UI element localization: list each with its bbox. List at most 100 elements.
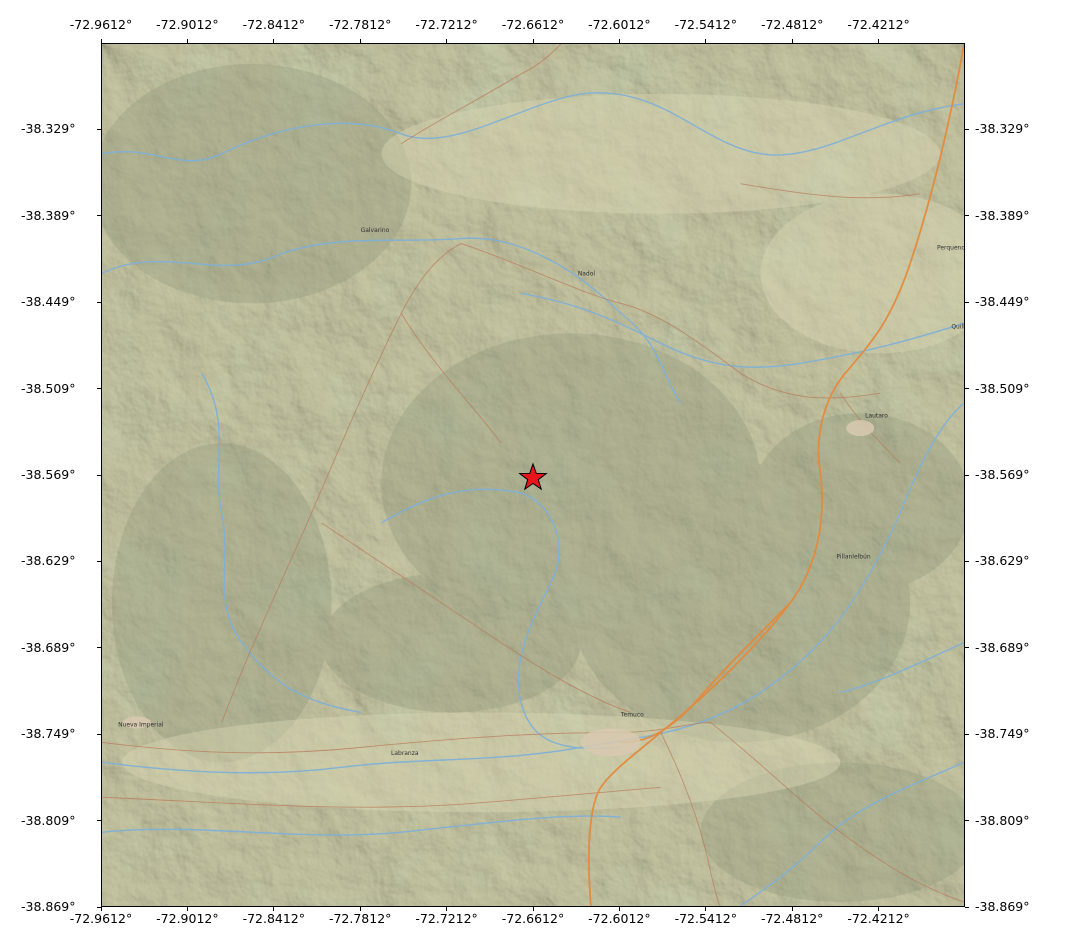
lon-tick-mark (186, 39, 188, 43)
lat-tick-label-left: -38.869° (21, 899, 76, 914)
lon-tick-mark (100, 907, 102, 911)
lat-tick-mark (97, 128, 101, 130)
lat-tick-label-right: -38.869° (975, 899, 1030, 914)
lon-tick-mark (878, 39, 880, 43)
lon-tick-mark (273, 907, 275, 911)
lon-tick-label-top: -72.9012° (156, 17, 219, 32)
lon-tick-mark (878, 907, 880, 911)
lon-tick-label-bottom: -72.5412° (674, 911, 738, 926)
town-areas (122, 420, 875, 757)
highway (588, 44, 964, 906)
lon-tick-label-top: -72.7812° (328, 17, 392, 32)
lat-tick-mark (965, 906, 969, 908)
lat-tick-label-left: -38.329° (21, 121, 76, 137)
lon-tick-label-bottom: -72.9012° (156, 911, 219, 926)
lat-tick-label-right: -38.329° (975, 121, 1030, 137)
map-area[interactable]: Galvarino Nadol Perquenco Quillén Lautaro Pil… (101, 43, 965, 907)
lon-tick-mark (359, 907, 361, 911)
lat-tick-mark (97, 388, 101, 390)
lat-tick-label-right: -38.689° (975, 639, 1030, 655)
lat-tick-label-right: -38.809° (975, 812, 1030, 828)
lat-tick-label-left: -38.509° (21, 380, 76, 396)
lat-tick-mark (97, 733, 101, 735)
lat-tick-label-left: -38.449° (21, 294, 76, 310)
lon-tick-mark (618, 907, 620, 911)
lon-tick-mark (100, 39, 102, 43)
lon-tick-label-top: -72.4812° (760, 17, 824, 32)
lat-tick-mark (965, 301, 969, 303)
lon-tick-mark (791, 907, 793, 911)
lon-tick-label-top: -72.7212° (415, 17, 478, 32)
lat-tick-mark (965, 388, 969, 390)
lon-tick-mark (359, 39, 361, 43)
lon-tick-label-bottom: -72.7212° (415, 911, 478, 926)
lon-tick-mark (705, 907, 707, 911)
lon-tick-label-top: -72.4212° (847, 17, 910, 32)
lon-tick-label-top: -72.6612° (501, 17, 565, 32)
lat-tick-label-right: -38.509° (975, 380, 1030, 396)
lon-tick-mark (446, 39, 448, 43)
lat-tick-mark (97, 301, 101, 303)
lat-tick-label-right: -38.749° (975, 726, 1030, 742)
lon-tick-mark (705, 39, 707, 43)
lat-tick-label-right: -38.449° (975, 294, 1030, 310)
lon-tick-mark (186, 907, 188, 911)
lat-tick-mark (97, 647, 101, 649)
lon-tick-label-bottom: -72.7812° (328, 911, 392, 926)
relief-dark-areas (102, 63, 964, 902)
star-icon[interactable] (518, 462, 548, 491)
place-label: Perquenco (937, 244, 964, 251)
minor-roads (102, 44, 964, 906)
lat-tick-mark (97, 215, 101, 217)
lat-tick-mark (97, 560, 101, 562)
valley-areas (121, 93, 964, 813)
lat-tick-mark (97, 906, 101, 908)
event-star-marker (518, 462, 548, 491)
lon-tick-mark (532, 907, 534, 911)
lat-tick-mark (97, 820, 101, 822)
place-label: Pillanlelbún (836, 553, 870, 560)
lat-tick-mark (965, 647, 969, 649)
lon-tick-mark (446, 907, 448, 911)
lon-tick-mark (273, 39, 275, 43)
lon-tick-label-bottom: -72.4212° (847, 911, 910, 926)
lon-tick-label-top: -72.6012° (588, 17, 651, 32)
lat-tick-label-right: -38.569° (975, 467, 1030, 482)
lon-tick-label-bottom: -72.9612° (69, 911, 133, 926)
lon-tick-label-bottom: -72.6612° (501, 911, 565, 926)
lon-tick-label-top: -72.8412° (242, 17, 306, 32)
lat-tick-mark (965, 215, 969, 217)
place-label: Lautaro (865, 413, 888, 420)
place-label: Nueva Imperial (118, 721, 164, 728)
rivers (102, 92, 964, 906)
place-label: Quillén (951, 323, 964, 330)
lat-tick-label-left: -38.569° (21, 467, 76, 482)
lon-tick-label-bottom: -72.6012° (588, 911, 651, 926)
lon-tick-mark (532, 39, 534, 43)
basemap: Galvarino Nadol Perquenco Quillén Lautaro Pil… (102, 44, 964, 906)
lat-tick-label-left: -38.749° (21, 726, 76, 742)
lat-tick-mark (965, 474, 969, 476)
lon-tick-mark (791, 39, 793, 43)
lon-tick-label-bottom: -72.8412° (242, 911, 306, 926)
lat-tick-mark (965, 733, 969, 735)
lon-tick-label-top: -72.5412° (674, 17, 738, 32)
place-labels: Galvarino Nadol Perquenco Quillén Lautaro Pil… (118, 227, 964, 757)
lat-tick-mark (965, 128, 969, 130)
lat-tick-label-left: -38.389° (21, 207, 76, 223)
lat-tick-mark (965, 560, 969, 562)
lat-tick-label-left: -38.809° (21, 812, 76, 828)
lon-tick-label-top: -72.9612° (69, 17, 133, 32)
place-label: Temuco (620, 711, 644, 718)
lon-tick-mark (618, 39, 620, 43)
place-label: Galvarino (361, 227, 390, 234)
lat-tick-mark (965, 820, 969, 822)
place-label: Nadol (578, 270, 596, 277)
lat-tick-label-right: -38.389° (975, 207, 1030, 223)
lon-tick-label-bottom: -72.4812° (760, 911, 824, 926)
lat-tick-label-left: -38.629° (21, 553, 76, 569)
lat-tick-label-left: -38.689° (21, 639, 76, 655)
lat-tick-label-right: -38.629° (975, 553, 1030, 569)
place-label: Labranza (391, 750, 419, 757)
lat-tick-mark (97, 474, 101, 476)
